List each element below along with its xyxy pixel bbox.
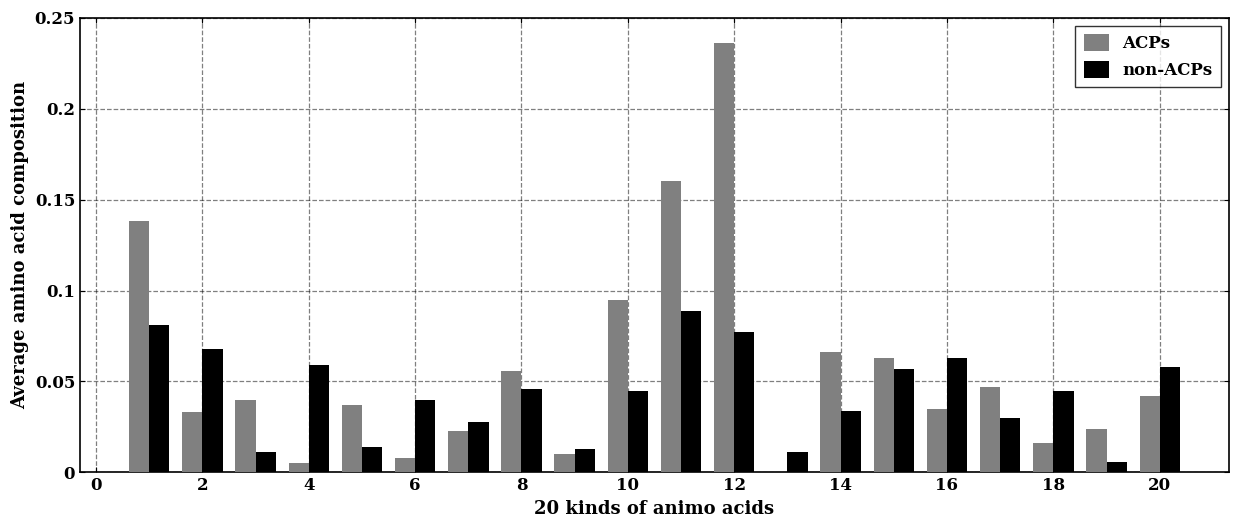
Bar — [821, 352, 841, 472]
Bar — [661, 181, 681, 472]
Bar — [1106, 462, 1127, 472]
Bar — [734, 332, 754, 472]
Y-axis label: Average amino acid composition: Average amino acid composition — [11, 81, 29, 409]
Bar — [394, 458, 415, 472]
Bar — [554, 454, 574, 472]
Bar — [574, 449, 595, 472]
Bar — [501, 371, 522, 472]
X-axis label: 20 kinds of animo acids: 20 kinds of animo acids — [534, 500, 775, 518]
Bar — [448, 431, 469, 472]
Bar — [255, 452, 275, 472]
Bar — [1001, 418, 1021, 472]
Bar — [342, 405, 362, 472]
Bar — [608, 299, 627, 472]
Bar — [289, 463, 309, 472]
Bar — [522, 389, 542, 472]
Bar — [874, 358, 894, 472]
Bar — [362, 447, 382, 472]
Bar — [841, 411, 861, 472]
Bar — [1033, 443, 1053, 472]
Bar — [129, 222, 149, 472]
Bar — [894, 369, 914, 472]
Bar — [714, 43, 734, 472]
Legend: ACPs, non-ACPs: ACPs, non-ACPs — [1075, 26, 1220, 87]
Bar — [681, 311, 702, 472]
Bar — [1159, 367, 1180, 472]
Bar — [415, 400, 435, 472]
Bar — [236, 400, 255, 472]
Bar — [1053, 390, 1074, 472]
Bar — [980, 387, 1001, 472]
Bar — [947, 358, 967, 472]
Bar — [469, 422, 489, 472]
Bar — [1140, 396, 1159, 472]
Bar — [627, 390, 649, 472]
Bar — [202, 349, 222, 472]
Bar — [1086, 429, 1106, 472]
Bar — [182, 413, 202, 472]
Bar — [926, 409, 947, 472]
Bar — [309, 365, 329, 472]
Bar — [787, 452, 807, 472]
Bar — [149, 325, 170, 472]
